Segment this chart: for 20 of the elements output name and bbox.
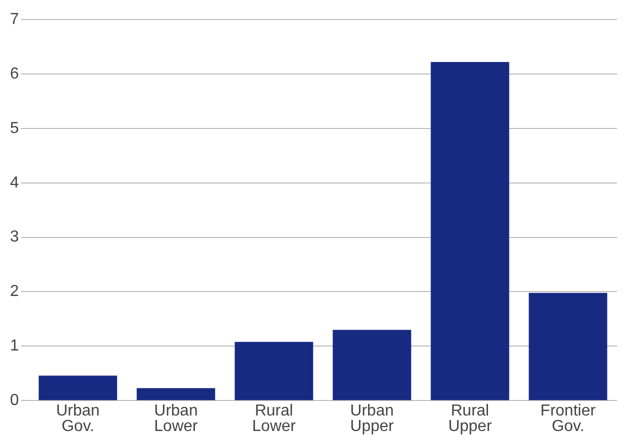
y-tick-label: 2: [10, 283, 19, 300]
x-tick-label: Urban Upper: [350, 402, 394, 435]
y-tick-label: 5: [10, 120, 19, 137]
bar: [234, 342, 314, 400]
y-tick-label: 1: [10, 338, 19, 355]
bar: [332, 330, 412, 400]
y-tick-label: 7: [10, 11, 19, 28]
bar: [528, 292, 608, 400]
x-tick-label: Frontier Gov.: [540, 402, 596, 435]
bar: [430, 62, 510, 400]
x-tick-label: Urban Lower: [154, 402, 198, 435]
bar: [38, 376, 118, 400]
y-tick-label: 6: [10, 65, 19, 82]
y-tick-label: 3: [10, 228, 19, 246]
x-tick-label: Urban Gov.: [56, 402, 100, 435]
x-tick-label: Rural Lower: [252, 402, 296, 435]
x-tick-label: Rural Upper: [448, 402, 492, 435]
y-tick-label: 4: [10, 174, 19, 192]
y-tick-label: 0: [10, 392, 19, 410]
bar: [136, 388, 216, 400]
